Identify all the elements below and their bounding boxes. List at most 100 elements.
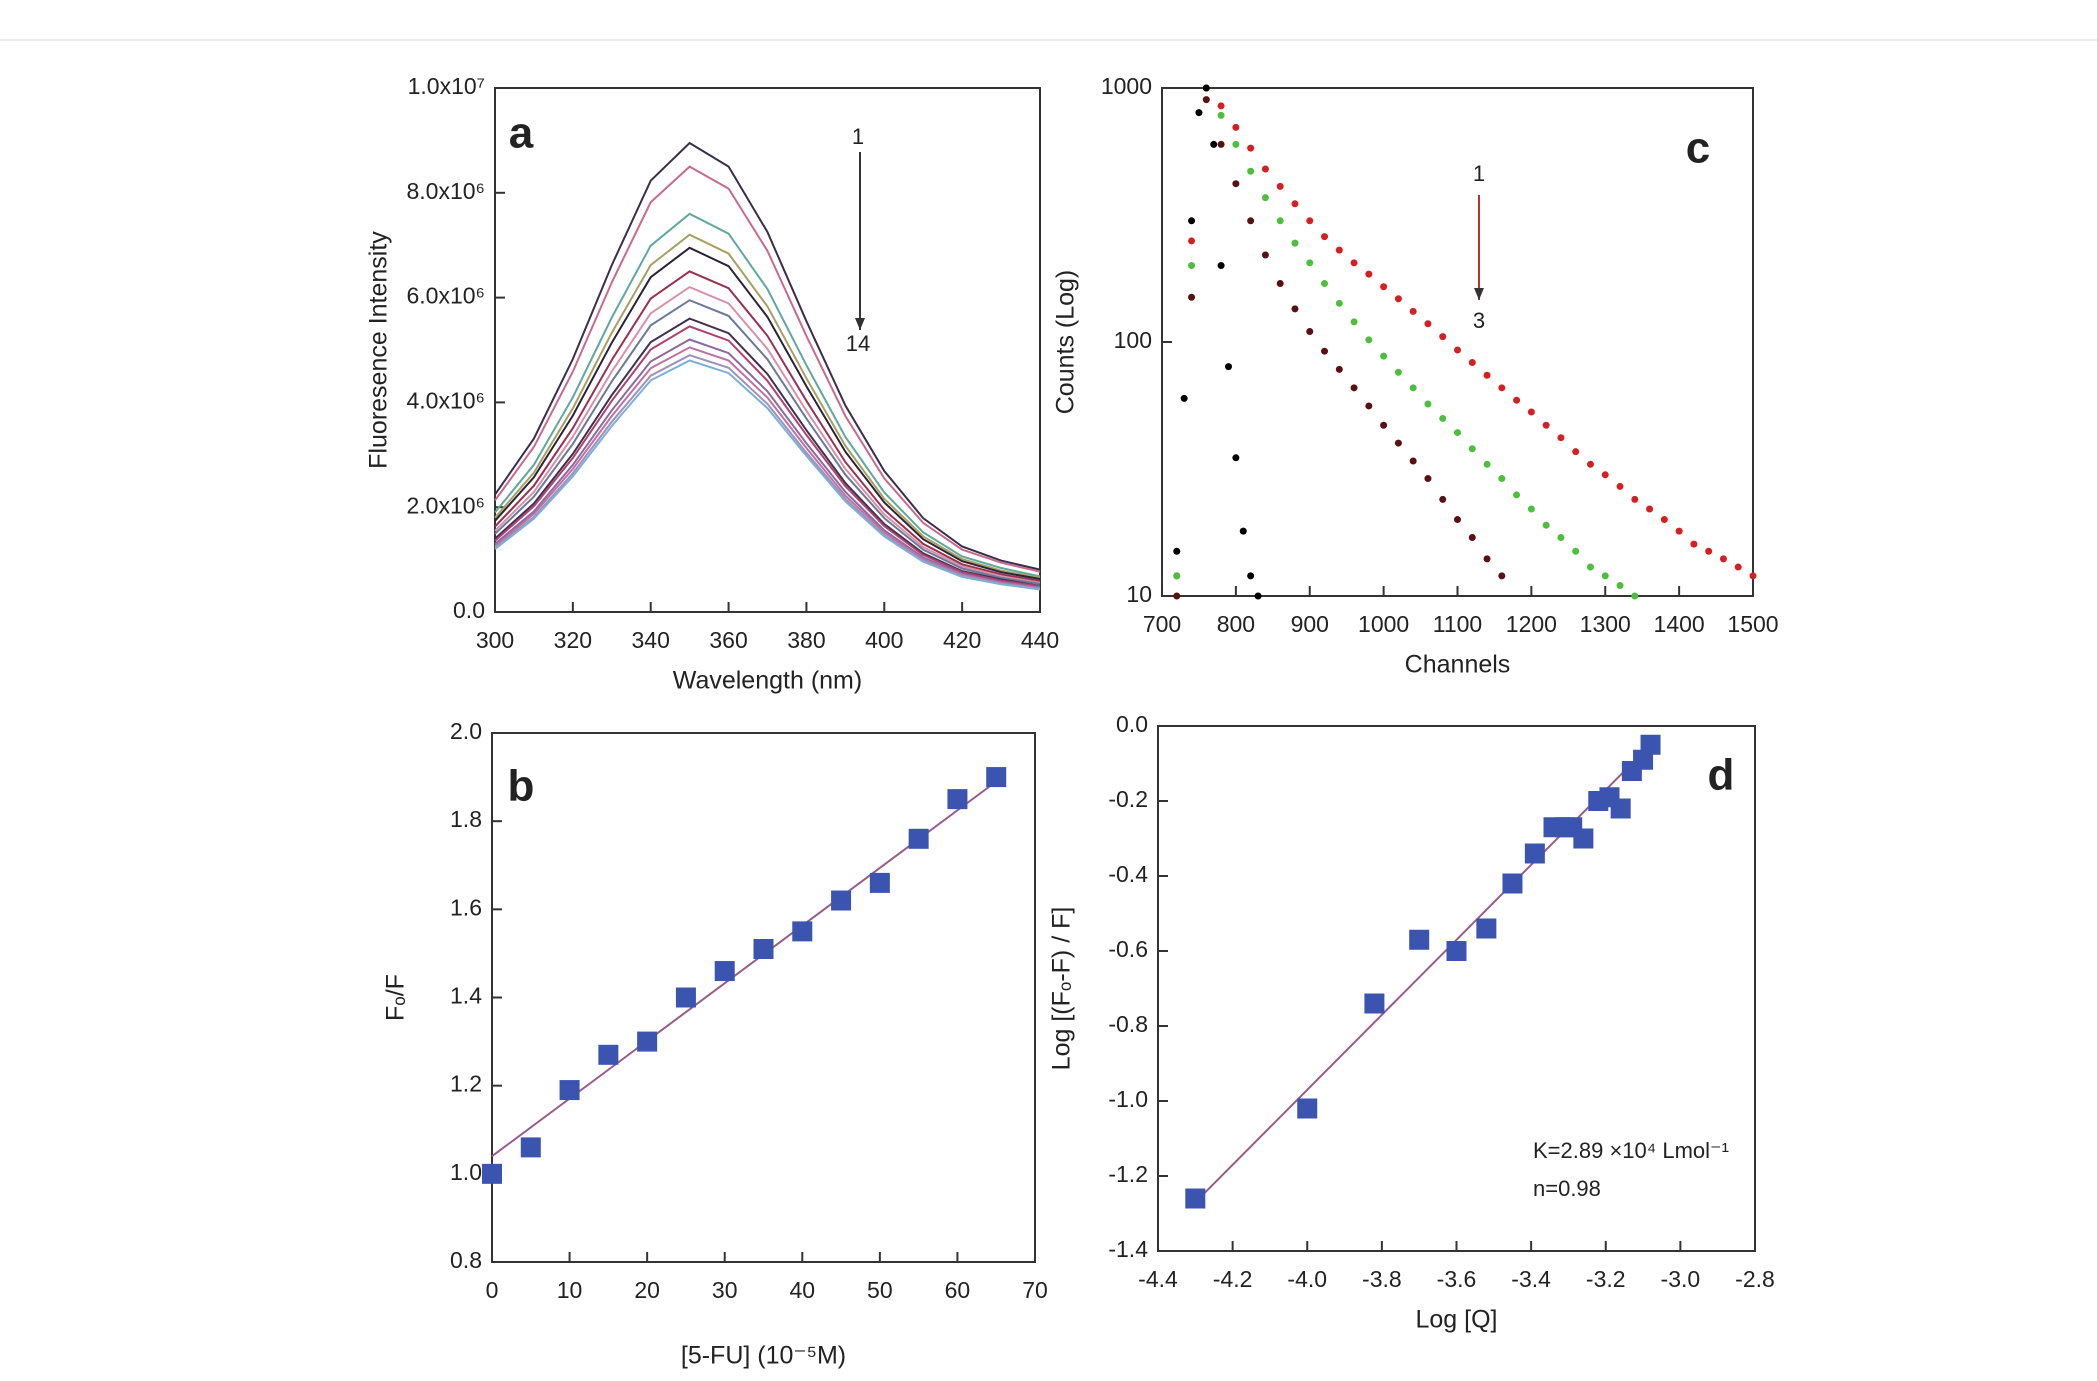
marker [1409,384,1417,392]
marker [1498,572,1506,580]
marker [1631,495,1639,503]
marker [1232,123,1240,131]
marker [1261,165,1269,173]
spectrum-line [494,141,1041,571]
marker [1195,109,1203,117]
marker [1660,516,1668,524]
y-tick-label: 1.2 [450,1071,482,1097]
x-tick-label: -4.4 [1138,1266,1178,1292]
x-tick-label: 0 [486,1277,499,1303]
marker [1335,365,1343,373]
arrow-head [855,318,865,330]
marker [1439,414,1447,422]
marker [1202,84,1210,92]
marker [1365,402,1373,410]
marker [1424,320,1432,328]
x-tick-label: -4.0 [1287,1266,1327,1292]
marker [1483,555,1491,563]
marker [1439,495,1447,503]
panel-letter: b [508,762,535,811]
marker [1446,941,1467,961]
x-tick-label: 1100 [1433,611,1482,637]
x-axis-title: [5-FU] (10⁻⁵M) [681,1342,846,1370]
spectrum-line [494,359,1041,591]
marker [1601,471,1609,479]
marker [986,767,1007,788]
marker [1350,318,1358,326]
marker [1380,283,1388,291]
y-axis-title: Fₒ/F [382,974,410,1021]
x-tick-label: -3.0 [1661,1266,1701,1292]
marker [1188,217,1196,225]
y-tick-label: 0.0 [453,597,485,623]
marker [1306,259,1314,267]
marker [1409,457,1417,465]
marker [520,1137,541,1158]
x-tick-label: 10 [557,1277,583,1303]
marker [908,828,929,849]
marker [1173,547,1181,555]
marker [1542,521,1550,529]
marker [1364,993,1385,1014]
x-tick-label: 360 [709,627,747,653]
marker [1232,140,1240,148]
marker [1454,346,1461,354]
x-tick-label: 300 [476,627,514,653]
marker [1335,246,1343,254]
x-tick-label: 420 [943,627,981,653]
marker [1476,918,1497,939]
marker [1217,262,1225,270]
marker [1454,429,1461,437]
x-tick-label: 50 [867,1277,893,1303]
y-tick-label: -1.0 [1108,1086,1148,1112]
marker [1527,505,1535,513]
y-tick-label: 0.8 [450,1247,482,1273]
panel: 0 10 20 30 40 50 60 70 0.8 1.0 1.2 1.4 1.6 1.8 2.0 [5-F… [382,718,1048,1370]
x-tick-label: 70 [1022,1277,1048,1303]
marker [1232,454,1240,462]
panel-letter: d [1708,751,1735,800]
marker [1498,384,1506,392]
x-tick-label: -3.2 [1586,1266,1626,1292]
x-tick-label: -4.2 [1213,1266,1253,1292]
panel: -4.4 -4.2 -4.0 -3.8 -3.6 -3.4 -3.2 -3.0 -2.8 -1.4… [1048,711,1775,1334]
y-tick-label: 6.0x10⁶ [406,283,485,309]
marker [1210,140,1218,148]
marker [1513,491,1521,499]
marker [1557,434,1565,442]
marker [1239,527,1247,535]
spectrum-line [494,285,1041,584]
panel: 300 320 340 360 380 400 420 440 0.0 2.0x10⁶ 4.0x10… [365,73,1060,695]
marker [1247,572,1255,580]
spectrum-line [494,346,1041,590]
marker [1573,828,1594,849]
spectrum-line [494,165,1041,573]
marker [1616,581,1624,589]
y-tick-label: -0.8 [1108,1011,1148,1037]
arrow-head [1474,288,1484,300]
marker [482,1163,502,1184]
annotation: 14 [846,331,870,356]
marker [1217,102,1225,110]
x-tick-label: 340 [632,627,670,653]
marker [1276,182,1284,190]
y-axis-title: Fluoresence Intensity [365,231,393,469]
y-tick-label: -1.2 [1108,1161,1148,1187]
y-tick-label: 8.0x10⁶ [406,178,485,204]
spectrum-line [494,325,1041,588]
marker [1424,400,1432,408]
x-tick-label: 60 [945,1277,971,1303]
marker [1247,144,1255,152]
y-tick-label: 10 [1126,581,1152,607]
marker [1321,279,1329,287]
annotation: 3 [1473,308,1485,333]
marker [1185,1188,1206,1209]
spectrum-line [494,212,1041,578]
marker [1291,239,1299,247]
x-tick-label: 400 [865,627,903,653]
x-tick-label: 700 [1143,611,1181,637]
marker [1365,270,1373,278]
marker [675,987,696,1008]
